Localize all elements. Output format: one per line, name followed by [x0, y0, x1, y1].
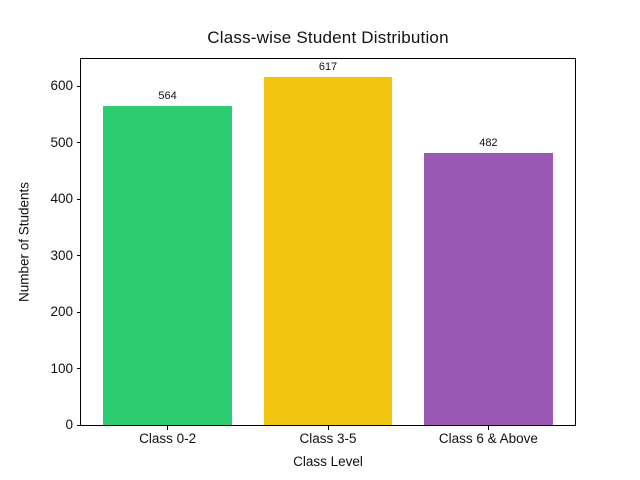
y-tick-label: 100: [50, 360, 73, 376]
x-axis-label: Class Level: [293, 454, 363, 469]
bar-2: [263, 76, 393, 425]
y-tick-label: 300: [50, 247, 73, 263]
y-tick-label: 600: [50, 78, 73, 94]
bar-value-label: 482: [479, 136, 498, 149]
y-tick-label: 400: [50, 191, 73, 207]
x-tick-mark: [167, 426, 169, 430]
plot-area: 0 100 200 300 400 500 600 564 Class 0-2 617 Class …: [50, 58, 576, 446]
bar-value-label: 564: [158, 90, 177, 103]
x-tick-label: Class 6 & Above: [438, 431, 538, 446]
y-tick-mark: [77, 85, 81, 87]
chart-title: Class-wise Student Distribution: [207, 28, 449, 47]
x-tick-label: Class 0-2: [139, 431, 197, 446]
y-tick-label: 200: [50, 304, 73, 320]
bar-value-label: 617: [318, 60, 338, 73]
y-tick-mark: [77, 142, 81, 144]
y-tick-label: 500: [50, 134, 73, 150]
y-tick-mark: [77, 198, 81, 200]
x-tick-mark: [487, 426, 489, 430]
bar-1: [103, 106, 232, 425]
y-tick-mark: [77, 424, 81, 426]
bar-3: [424, 152, 553, 425]
y-tick-mark: [77, 255, 81, 257]
y-tick-mark: [77, 311, 81, 313]
y-tick-mark: [77, 368, 81, 370]
y-tick-label: 0: [65, 417, 73, 432]
x-tick-label: Class 3-5: [299, 431, 357, 446]
x-tick-mark: [327, 426, 329, 430]
